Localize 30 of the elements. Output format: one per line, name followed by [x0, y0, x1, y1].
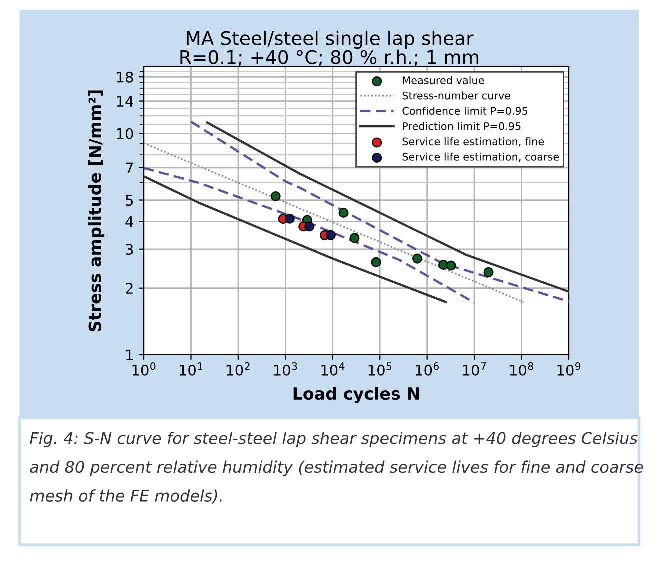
x-tick-label: 10$^{1}$: [180, 362, 203, 376]
x-tick-label: 10$^{2}$: [227, 362, 250, 376]
caption: Fig. 4: S-N curve for steel-steel lap shear specimens at +40 degrees Celsius and 80 percent relative humidity (estimated service lives for fine and coarse mesh of the FE models).: [30, 432, 644, 504]
legend-label: Service life estimation, coarse: [402, 152, 560, 162]
x-tick-label: 10$^{8}$: [510, 362, 534, 376]
x-tick-label: 10$^{6}$: [416, 362, 440, 376]
x-tick-label: 10$^{5}$: [368, 362, 392, 376]
x-tick-label: 10$^{0}$: [132, 362, 156, 376]
y-tick-label: 1: [126, 350, 133, 361]
y-axis-title: Stress amplitude [N/mm²]: [88, 90, 105, 332]
legend-label: Confidence limit P=0.95: [402, 106, 528, 116]
chart-title: MA Steel/steel single lap shear: [187, 30, 474, 50]
y-tick-label: 10: [117, 128, 134, 140]
y-tick-label: 14: [117, 96, 134, 107]
legend-label: Prediction limit P=0.95: [403, 122, 521, 130]
y-tick-label: 7: [126, 162, 134, 174]
x-tick-label: 10$^{4}$: [322, 362, 345, 376]
y-tick-label: 4: [126, 216, 134, 228]
legend-label: Service life estimation, fine: [402, 138, 544, 147]
x-tick-label: 10$^{9}$: [558, 362, 581, 376]
legend-label: Stress-number curve: [402, 92, 510, 100]
legend-label: Measured value: [403, 76, 484, 84]
y-tick-label: 2: [126, 283, 133, 294]
y-tick-label: 5: [126, 195, 134, 206]
y-tick-label: 18: [117, 72, 134, 83]
x-tick-label: 10$^{7}$: [463, 362, 486, 376]
x-axis-title: Load cycles N: [294, 387, 420, 404]
x-tick-label: 10$^{3}$: [274, 362, 298, 376]
y-tick-label: 3: [126, 244, 134, 256]
chart-subtitle: R=0.1; +40 °C; 80 % r.h.; 1 mm: [180, 50, 479, 66]
